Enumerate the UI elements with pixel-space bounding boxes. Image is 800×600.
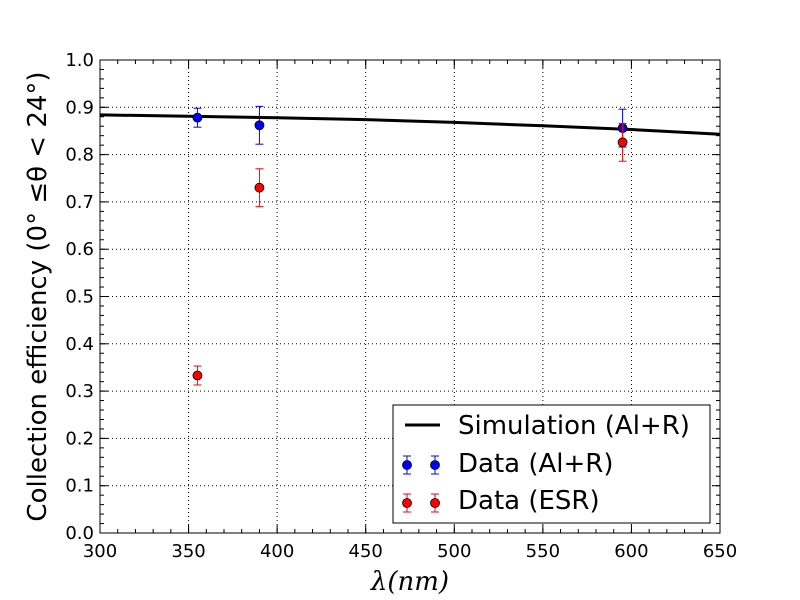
x-tick-label: 650 (703, 541, 737, 562)
y-tick-label: 1.0 (65, 50, 94, 71)
legend: Simulation (Al+R) Data (Al+R) Data (ESR) (392, 404, 711, 524)
x-tick-label: 300 (83, 541, 117, 562)
legend-alr-marker (402, 460, 412, 470)
x-axis-label: λ(nm) (370, 567, 449, 597)
axis-ticks (99, 59, 721, 534)
legend-data-alr-marker (402, 455, 440, 475)
data-alr-point-marker (254, 120, 265, 131)
y-tick-label: 0.9 (65, 97, 94, 118)
legend-simulation-label: Simulation (Al+R) (458, 411, 690, 441)
y-tick-label: 0.2 (65, 428, 94, 449)
x-tick-label: 500 (437, 541, 471, 562)
data-esr-point-marker (254, 182, 265, 193)
x-tick-label: 400 (260, 541, 294, 562)
data-esr-point-marker (617, 137, 628, 148)
legend-data-esr-label: Data (ESR) (458, 486, 600, 516)
y-tick-label: 0.6 (65, 239, 94, 260)
y-tick-label: 0.8 (65, 145, 94, 166)
x-tick-label: 550 (526, 541, 560, 562)
y-tick-label: 0.0 (65, 523, 94, 544)
legend-alr-marker (430, 460, 440, 470)
legend-data-esr-marker (402, 493, 440, 513)
tick-labels: 300 350 400 450 500 550 600 650 0.0 0.1 0.2 0.3 0.4 0… (65, 50, 737, 562)
data-points (192, 105, 628, 386)
legend-box (392, 404, 711, 524)
data-alr-point-marker (192, 112, 203, 123)
simulation-line (99, 113, 721, 136)
y-tick-label: 0.4 (65, 334, 94, 355)
x-tick-label: 600 (614, 541, 648, 562)
legend-data-alr-label: Data (Al+R) (458, 449, 614, 479)
y-axis-label: Collection efficiency (0° ≤θ < 24°) (23, 71, 53, 521)
x-tick-label: 450 (349, 541, 383, 562)
data-esr-point-marker (192, 370, 203, 381)
x-tick-label: 350 (171, 541, 205, 562)
y-tick-label: 0.1 (65, 476, 94, 497)
simulation-series (99, 113, 721, 136)
y-tick-label: 0.7 (65, 192, 94, 213)
y-tick-label: 0.3 (65, 381, 94, 402)
legend-esr-marker (430, 498, 440, 508)
legend-esr-marker (402, 498, 412, 508)
y-tick-label: 0.5 (65, 287, 94, 308)
